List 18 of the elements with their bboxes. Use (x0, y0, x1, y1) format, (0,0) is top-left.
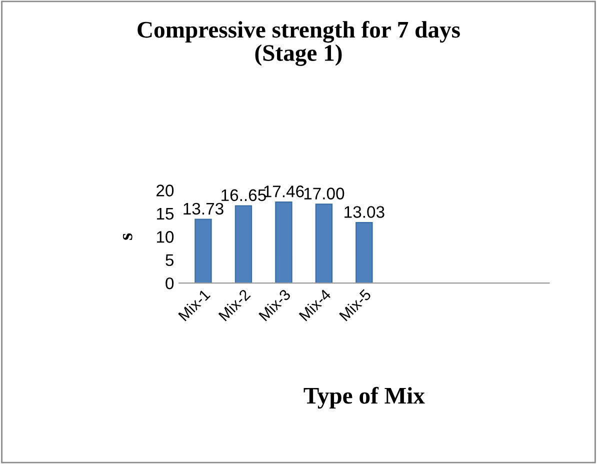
data-label: 13.03 (344, 206, 384, 218)
y-tick-label: 15 (156, 208, 174, 220)
bar (275, 201, 292, 284)
chart-title: Compressive strength for 7 days (Stage 1) (138, 20, 460, 66)
bar (234, 205, 252, 284)
bar (356, 222, 373, 284)
data-label: 13.73 (184, 202, 224, 215)
bar (194, 218, 212, 284)
bar (315, 204, 333, 284)
y-tick-label: 5 (166, 254, 174, 266)
y-tick-label: 20 (156, 184, 174, 196)
y-tick-label: 0 (166, 277, 174, 290)
y-axis-title: s (122, 233, 132, 240)
y-tick-label: 10 (156, 231, 174, 243)
x-axis-title: Type of Mix (304, 386, 425, 409)
data-label: 16..65 (222, 189, 266, 202)
data-label: 17.46 (264, 186, 304, 198)
data-label: 17.00 (304, 188, 344, 200)
